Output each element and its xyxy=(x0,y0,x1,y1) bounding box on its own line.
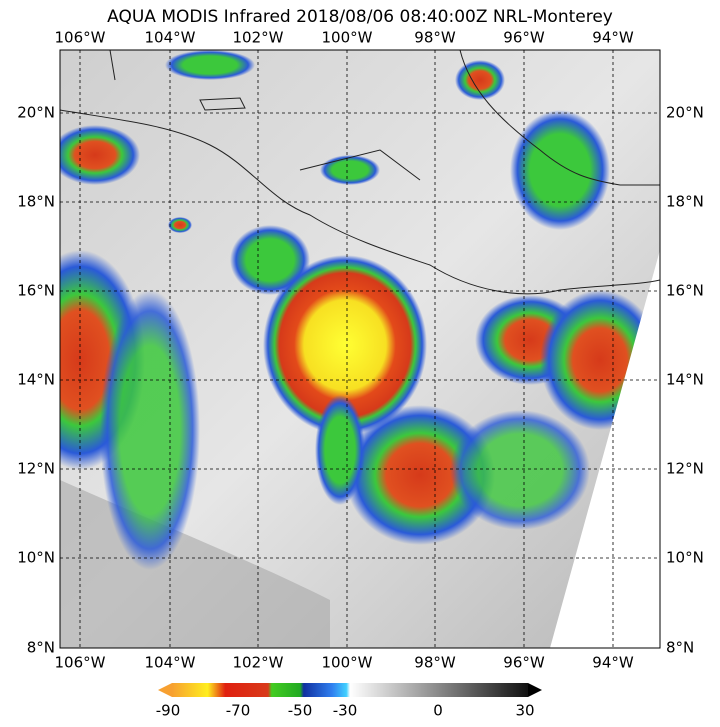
latitude-label: 14°N xyxy=(17,371,55,389)
longitude-label: 102°W xyxy=(233,654,284,672)
satellite-image xyxy=(60,50,660,648)
longitude-label: 98°W xyxy=(414,29,456,47)
longitude-label: 98°W xyxy=(414,654,456,672)
latitude-label: 20°N xyxy=(666,104,704,122)
axis-labels: 106°W 106°W 104°W 104°W 102°W 102°W 100°W 100°W… xyxy=(17,29,704,720)
colorbar-tick-label: -90 xyxy=(156,702,181,720)
latitude-label: 8°N xyxy=(27,639,55,657)
longitude-label: 104°W xyxy=(145,29,196,47)
longitude-label: 100°W xyxy=(322,29,373,47)
colorbar-tick-label: 0 xyxy=(433,702,443,720)
longitude-label: 94°W xyxy=(592,29,634,47)
longitude-label: 104°W xyxy=(145,654,196,672)
latitude-label: 16°N xyxy=(17,282,55,300)
longitude-label: 106°W xyxy=(55,654,106,672)
latitude-label: 16°N xyxy=(666,282,704,300)
latitude-label: 18°N xyxy=(666,193,704,211)
longitude-label: 96°W xyxy=(503,654,545,672)
latitude-label: 10°N xyxy=(666,549,704,567)
latitude-label: 12°N xyxy=(17,460,55,478)
colorbar xyxy=(158,683,542,697)
latitude-label: 10°N xyxy=(17,549,55,567)
longitude-label: 106°W xyxy=(55,29,106,47)
latitude-label: 20°N xyxy=(17,104,55,122)
colorbar-tick-label: -30 xyxy=(333,702,358,720)
colorbar-tick-label: -50 xyxy=(288,702,313,720)
latitude-label: 8°N xyxy=(666,639,694,657)
longitude-label: 100°W xyxy=(322,654,373,672)
title: AQUA MODIS Infrared 2018/08/06 08:40:00Z… xyxy=(107,7,613,27)
colorbar-tick-label: 30 xyxy=(515,702,534,720)
longitude-label: 102°W xyxy=(233,29,284,47)
longitude-label: 96°W xyxy=(503,29,545,47)
longitude-label: 94°W xyxy=(592,654,634,672)
latitude-label: 14°N xyxy=(666,371,704,389)
latitude-label: 12°N xyxy=(666,460,704,478)
colorbar-tick-label: -70 xyxy=(226,702,251,720)
latitude-label: 18°N xyxy=(17,193,55,211)
graticule xyxy=(59,49,661,649)
